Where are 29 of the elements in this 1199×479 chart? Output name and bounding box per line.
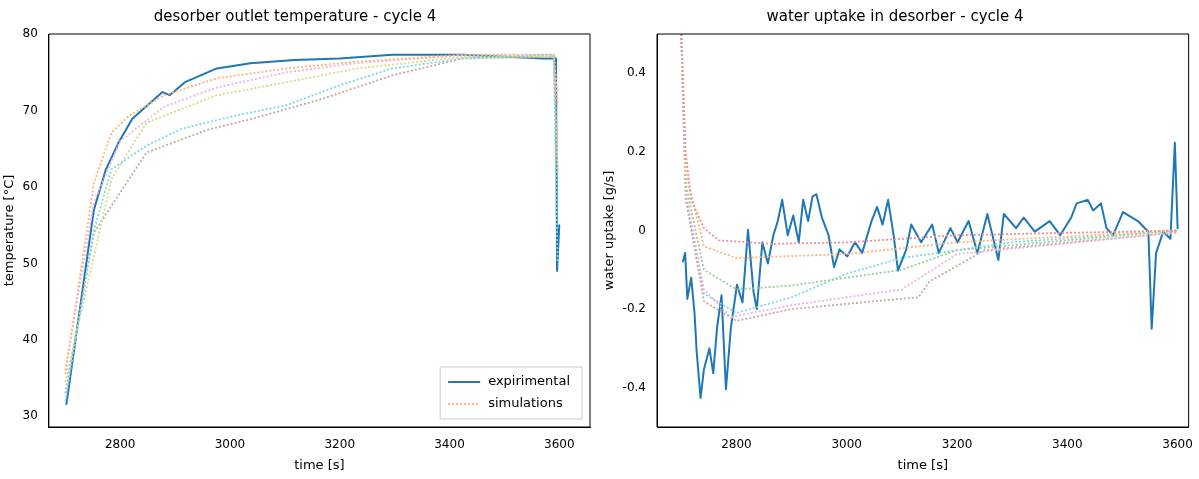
x-tick-label: 3400 bbox=[434, 437, 465, 452]
x-tick-label: 3000 bbox=[831, 437, 862, 452]
y-tick-label: 30 bbox=[22, 408, 38, 423]
x-tick-label: 3200 bbox=[941, 437, 973, 452]
y-tick-label: 0 bbox=[638, 222, 647, 237]
x-tick-label: 3600 bbox=[543, 437, 575, 452]
y-tick-label: 0.4 bbox=[626, 65, 647, 80]
chart-title: desorber outlet temperature - cycle 4 bbox=[153, 6, 437, 25]
y-axis-title: temperature [°C] bbox=[1, 174, 17, 287]
x-axis-title: time [s] bbox=[897, 456, 949, 472]
y-tick-label: -0.2 bbox=[622, 301, 647, 316]
x-tick-label: 2800 bbox=[721, 437, 752, 452]
x-tick-label: 3000 bbox=[214, 437, 246, 452]
y-tick-label: 80 bbox=[22, 26, 38, 41]
x-tick-label: 3200 bbox=[324, 437, 356, 452]
chart-title: water uptake in desorber - cycle 4 bbox=[766, 6, 1024, 25]
y-axis-title: water uptake [g/s] bbox=[601, 170, 617, 291]
legend-label: expirimental bbox=[488, 373, 570, 389]
x-tick-label: 3400 bbox=[1052, 437, 1083, 452]
y-tick-label: 40 bbox=[22, 331, 38, 346]
y-tick-label: 50 bbox=[22, 255, 38, 270]
y-tick-label: 0.2 bbox=[626, 144, 647, 159]
x-axis-title: time [s] bbox=[294, 456, 345, 472]
x-tick-label: 2800 bbox=[104, 437, 136, 452]
x-tick-label: 3600 bbox=[1162, 437, 1193, 452]
y-tick-label: 60 bbox=[22, 179, 38, 194]
y-tick-label: -0.4 bbox=[622, 379, 647, 394]
y-tick-label: 70 bbox=[22, 102, 38, 117]
legend-label: simulations bbox=[488, 395, 563, 411]
